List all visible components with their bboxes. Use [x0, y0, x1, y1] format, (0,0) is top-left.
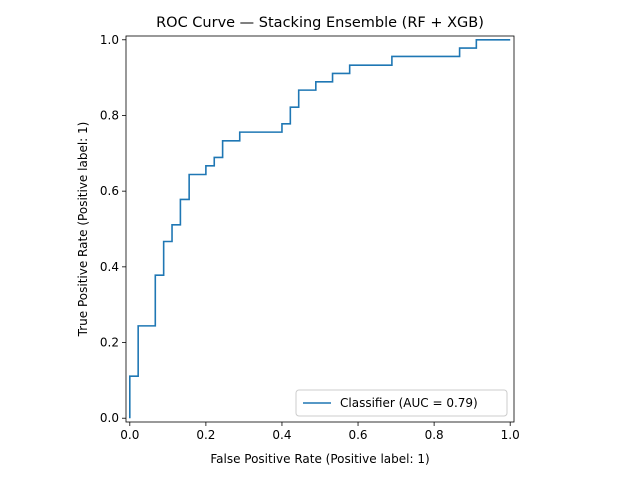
y-axis-label: True Positive Rate (Positive label: 1): [76, 122, 90, 338]
x-tick-label: 0.0: [120, 428, 139, 442]
y-tick-label: 0.6: [100, 184, 119, 198]
roc-curve-line: [129, 38, 511, 419]
y-axis: 0.0 0.2 0.4 0.6 0.8 1.0: [100, 33, 126, 425]
x-tick-label: 0.8: [425, 428, 444, 442]
y-tick-label: 0.8: [100, 108, 119, 122]
x-tick-label: 0.6: [348, 428, 367, 442]
legend-entry: Classifier (AUC = 0.79): [340, 396, 478, 410]
x-tick-label: 0.2: [196, 428, 215, 442]
plot-area: [125, 35, 515, 423]
y-tick-label: 1.0: [100, 33, 119, 47]
x-axis-label: False Positive Rate (Positive label: 1): [210, 452, 429, 466]
axes-frame: [125, 35, 515, 423]
x-tick-label: 0.4: [272, 428, 291, 442]
x-tick-label: 1.0: [501, 428, 520, 442]
x-axis: 0.0 0.2 0.4 0.6 0.8 1.0: [120, 422, 520, 442]
legend: Classifier (AUC = 0.79): [295, 389, 508, 417]
y-tick-label: 0.2: [100, 336, 119, 350]
chart-title: ROC Curve — Stacking Ensemble (RF + XGB): [156, 15, 484, 31]
legend-frame: [295, 389, 508, 417]
y-tick-label: 0.4: [100, 260, 119, 274]
y-tick-label: 0.0: [100, 411, 119, 425]
